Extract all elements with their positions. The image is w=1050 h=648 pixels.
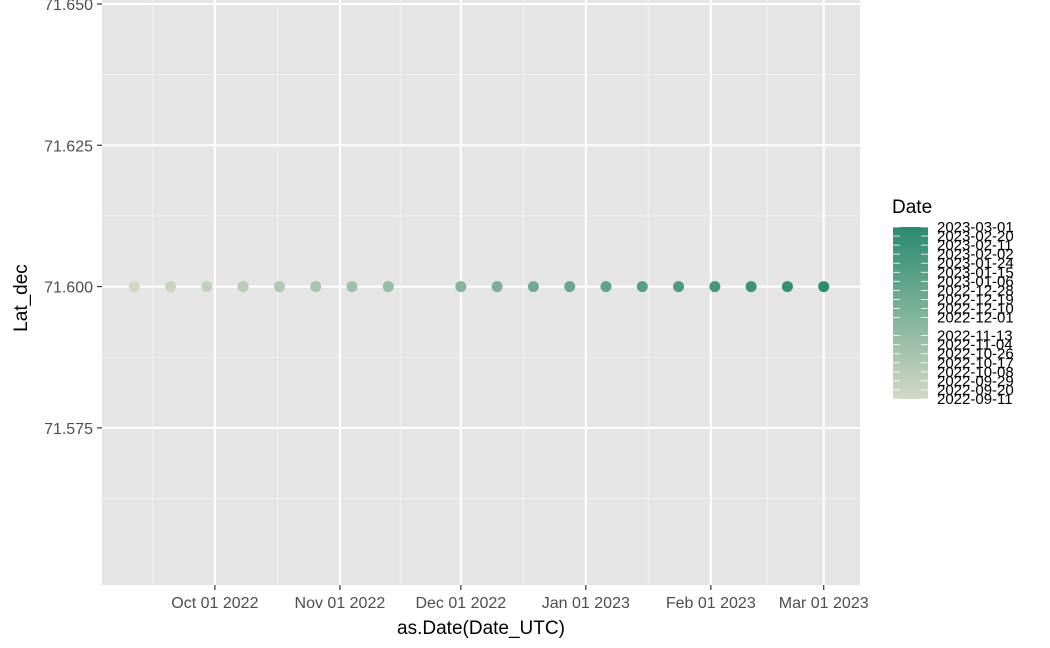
grid-major bbox=[102, 0, 860, 585]
y-tick-label: 71.650 bbox=[44, 0, 93, 14]
legend-label: 2022-12-01 bbox=[937, 310, 1014, 327]
legend-ticks: 2022-09-112022-09-202022-09-292022-10-08… bbox=[893, 219, 1014, 408]
legend-label: 2023-01-24 bbox=[937, 255, 1014, 272]
y-axis: 71.575 71.600 71.625 71.650 bbox=[44, 0, 102, 438]
legend-colorbar bbox=[893, 227, 928, 399]
data-point bbox=[346, 281, 358, 293]
data-point bbox=[636, 281, 648, 293]
legend-label: 2023-01-15 bbox=[937, 264, 1014, 281]
legend-label: 2022-09-29 bbox=[937, 373, 1014, 390]
data-point bbox=[382, 281, 394, 293]
color-legend: Date 2022-09-112022-09-202022-09-292022-… bbox=[892, 197, 1014, 408]
x-axis-title: as.Date(Date_UTC) bbox=[397, 618, 565, 639]
legend-label: 2022-12-28 bbox=[937, 282, 1014, 299]
data-point bbox=[128, 281, 140, 293]
legend-label: 2022-12-19 bbox=[937, 291, 1014, 308]
legend-label: 2022-10-17 bbox=[937, 355, 1014, 372]
legend-label: 2022-11-04 bbox=[937, 337, 1013, 354]
data-point bbox=[745, 281, 757, 293]
legend-label: 2022-10-26 bbox=[937, 346, 1014, 363]
data-point bbox=[201, 281, 213, 293]
data-point bbox=[527, 281, 539, 293]
data-point bbox=[781, 281, 793, 293]
x-tick-label: Nov 01 2022 bbox=[295, 595, 386, 612]
legend-label: 2022-09-20 bbox=[937, 382, 1014, 399]
data-point bbox=[237, 281, 249, 293]
x-axis: Oct 01 2022 Nov 01 2022 Dec 01 2022 Jan 01 … bbox=[171, 585, 869, 612]
legend-label: 2022-09-11 bbox=[937, 391, 1013, 408]
data-point bbox=[818, 281, 830, 293]
data-point bbox=[600, 281, 612, 293]
x-tick-label: Mar 01 2023 bbox=[779, 595, 869, 612]
data-point bbox=[455, 281, 467, 293]
panel-background bbox=[102, 0, 860, 585]
legend-label: 2023-01-06 bbox=[937, 273, 1014, 290]
x-tick-label: Oct 01 2022 bbox=[171, 595, 258, 612]
y-tick-label: 71.600 bbox=[44, 280, 93, 297]
x-tick-label: Jan 01 2023 bbox=[542, 595, 630, 612]
legend-label: 2022-12-10 bbox=[937, 300, 1014, 317]
x-tick-label: Feb 01 2023 bbox=[666, 595, 756, 612]
data-points bbox=[128, 281, 830, 293]
data-point bbox=[273, 281, 285, 293]
y-tick-label: 71.575 bbox=[44, 421, 93, 438]
legend-label: 2023-03-01 bbox=[937, 219, 1014, 236]
data-point bbox=[673, 281, 685, 293]
legend-label: 2022-10-08 bbox=[937, 364, 1014, 381]
x-tick-label: Dec 01 2022 bbox=[415, 595, 506, 612]
y-axis-title: Lat_dec bbox=[11, 264, 32, 332]
legend-label: 2022-11-13 bbox=[937, 328, 1013, 345]
legend-title: Date bbox=[892, 197, 932, 218]
legend-label: 2023-02-20 bbox=[937, 228, 1014, 245]
data-point bbox=[709, 281, 721, 293]
legend-label: 2023-02-02 bbox=[937, 246, 1014, 263]
data-point bbox=[310, 281, 322, 293]
legend-label: 2023-02-11 bbox=[937, 237, 1013, 254]
y-tick-label: 71.625 bbox=[44, 138, 93, 155]
grid-minor bbox=[102, 0, 860, 585]
data-point bbox=[491, 281, 503, 293]
data-point bbox=[564, 281, 576, 293]
data-point bbox=[165, 281, 177, 293]
